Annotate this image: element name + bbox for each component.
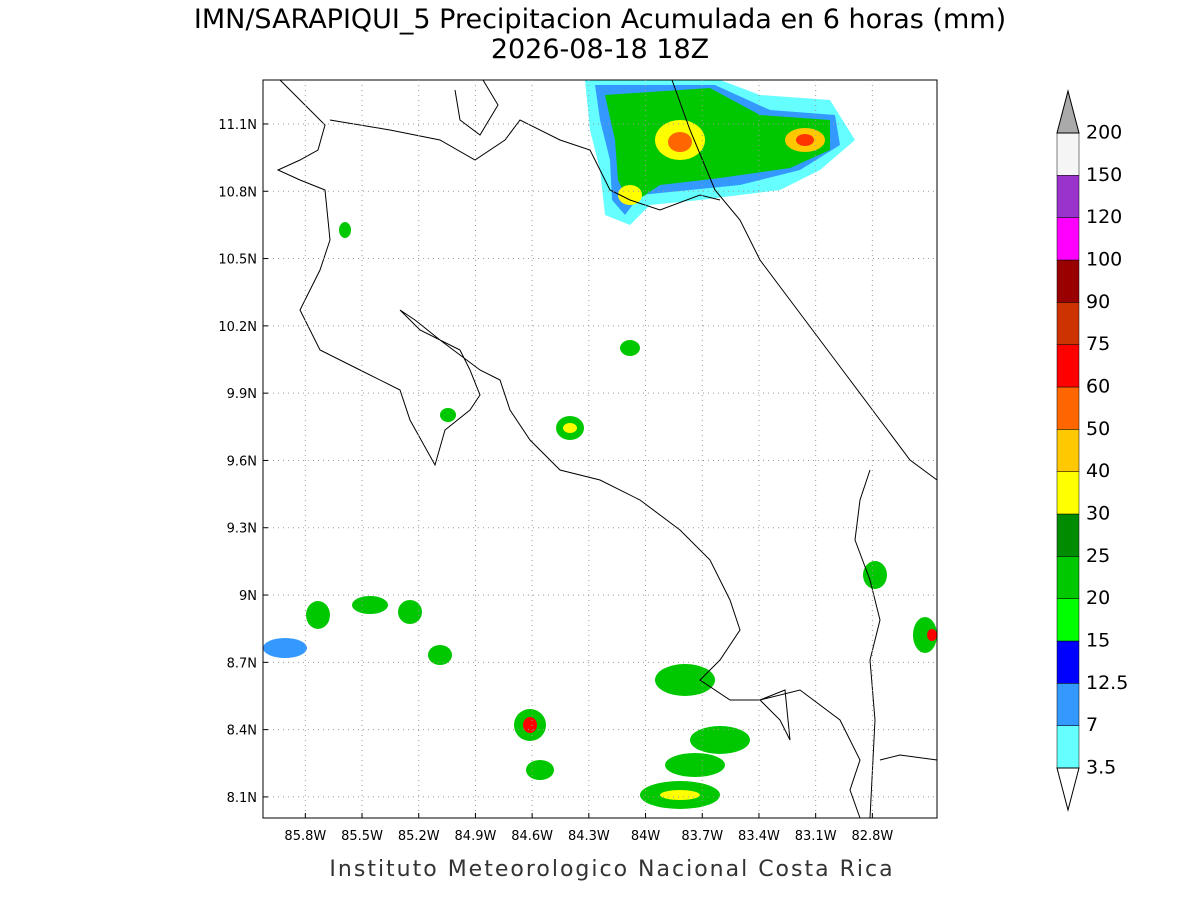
x-tick-label: 85.8W: [284, 829, 326, 844]
y-tick-label: 10.5N: [218, 253, 257, 268]
colorbar-box: [1056, 725, 1080, 769]
colorbar-over: [1056, 89, 1080, 134]
colorbar-box: [1056, 429, 1080, 472]
x-tick-label: 83.4W: [738, 829, 780, 844]
colorbar-label: 150: [1086, 164, 1122, 186]
colorbar-label: 75: [1086, 333, 1110, 355]
colorbar-label: 120: [1086, 206, 1122, 228]
colorbar-box: [1056, 598, 1080, 642]
colorbar-label: 200: [1086, 122, 1122, 144]
y-tick-label: 9N: [239, 589, 257, 604]
colorbar-box: [1056, 640, 1080, 684]
y-tick-label: 8.7N: [227, 656, 257, 671]
colorbar-under: [1056, 767, 1080, 812]
map-frame: [262, 79, 938, 819]
colorbar-label: 12.5: [1086, 672, 1128, 694]
map-subtitle: 2026-08-18 18Z: [491, 34, 709, 65]
footer: Instituto Meteorologico Nacional Costa R…: [329, 857, 894, 882]
colorbar-label: 20: [1086, 587, 1110, 609]
y-tick-label: 9.9N: [227, 387, 257, 402]
colorbar-box: [1056, 302, 1080, 345]
colorbar-label: 7: [1086, 714, 1098, 736]
colorbar-label: 40: [1086, 460, 1110, 482]
y-tick-label: 9.3N: [227, 522, 257, 537]
x-tick-label: 83.1W: [795, 829, 837, 844]
x-tick-label: 83.7W: [681, 829, 723, 844]
x-tick-label: 84.6W: [511, 829, 553, 844]
precipitation: [263, 80, 937, 809]
colorbar-box: [1056, 471, 1080, 515]
colorbar-box: [1056, 344, 1080, 388]
y-tick-label: 8.4N: [227, 724, 257, 739]
coastline: [276, 79, 938, 819]
colorbar-label: 90: [1086, 291, 1110, 313]
colorbar-box: [1056, 556, 1080, 599]
y-tick-label: 10.8N: [218, 185, 257, 200]
colorbar-label: 60: [1086, 376, 1110, 398]
y-tick-label: 11.1N: [218, 118, 257, 133]
x-tick-label: 85.2W: [398, 829, 440, 844]
x-tick-label: 82.8W: [851, 829, 893, 844]
colorbar-label: 100: [1086, 249, 1122, 271]
colorbar-label: 25: [1086, 545, 1110, 567]
colorbar-box: [1056, 259, 1080, 303]
y-tick-label: 8.1N: [227, 791, 257, 806]
colorbar-label: 15: [1086, 630, 1110, 652]
x-tick-label: 84W: [631, 829, 661, 844]
colorbar-box: [1056, 175, 1080, 218]
colorbar-box: [1056, 683, 1080, 726]
x-tick-label: 84.9W: [455, 829, 497, 844]
colorbar-label: 30: [1086, 503, 1110, 525]
colorbar-label: 3.5: [1086, 757, 1116, 779]
colorbar-label: 50: [1086, 418, 1110, 440]
colorbar-box: [1056, 386, 1080, 430]
colorbar-box: [1056, 513, 1080, 557]
x-tick-label: 84.3W: [568, 829, 610, 844]
y-tick-label: 9.6N: [227, 454, 257, 469]
y-tick-label: 10.2N: [218, 320, 257, 335]
map-title: IMN/SARAPIQUI_5 Precipitacion Acumulada …: [194, 4, 1006, 35]
colorbar-box: [1056, 132, 1080, 176]
x-tick-label: 85.5W: [341, 829, 383, 844]
colorbar-box: [1056, 217, 1080, 261]
